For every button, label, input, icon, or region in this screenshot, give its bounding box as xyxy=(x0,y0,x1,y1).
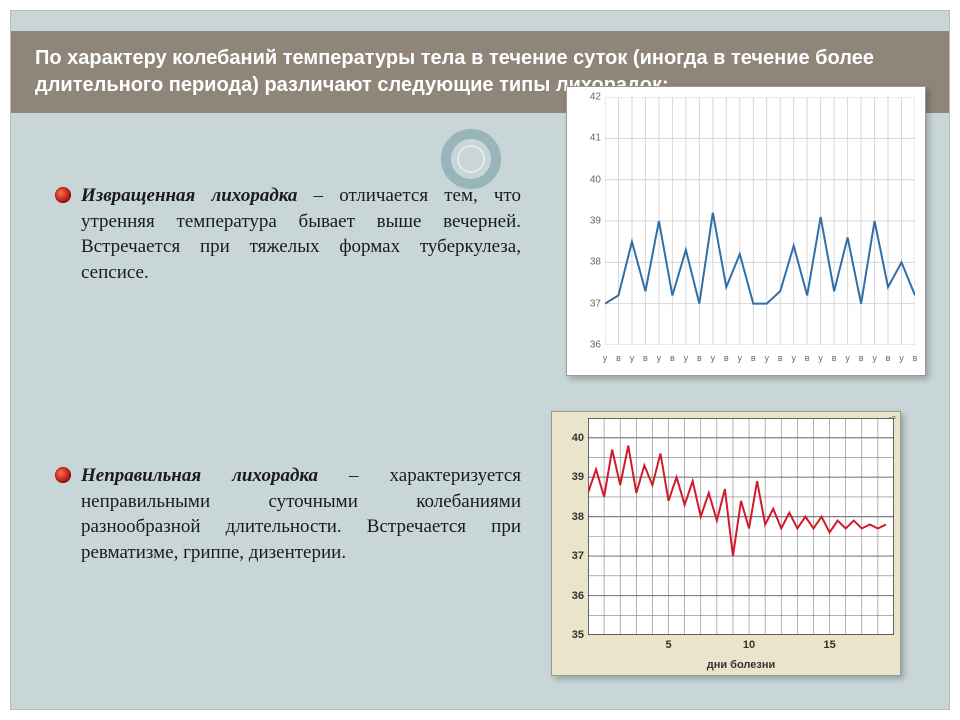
chart-inverted-fever: 36373839404142 увувувувувувувувувувувув xyxy=(566,86,926,376)
term-1: Извращенная лихорадка xyxy=(81,185,297,206)
chart1-y-axis: 36373839404142 xyxy=(577,97,603,345)
chart2-x-label: дни болезни xyxy=(588,659,894,671)
decorative-ring-icon xyxy=(441,129,501,189)
paragraph-1: Извращенная лихорадка – отличается тем, … xyxy=(81,183,521,286)
paragraph-2: Неправильная лихорадка – характеризуется… xyxy=(81,463,521,566)
chart-irregular-fever: t° 353637383940 дни болезни 51015 xyxy=(551,411,901,676)
bullet-icon xyxy=(55,467,71,483)
bullet-icon xyxy=(55,187,71,203)
slide: По характеру колебаний температуры тела … xyxy=(10,10,950,710)
chart2-x-axis: дни болезни 51015 xyxy=(588,637,894,671)
chart2-y-axis: 353637383940 xyxy=(558,418,586,635)
chart2-plot xyxy=(588,418,894,635)
chart1-plot xyxy=(605,97,915,345)
chart1-x-axis: увувувувувувувувувувувув xyxy=(605,347,915,365)
term-2: Неправильная лихорадка xyxy=(81,465,318,486)
